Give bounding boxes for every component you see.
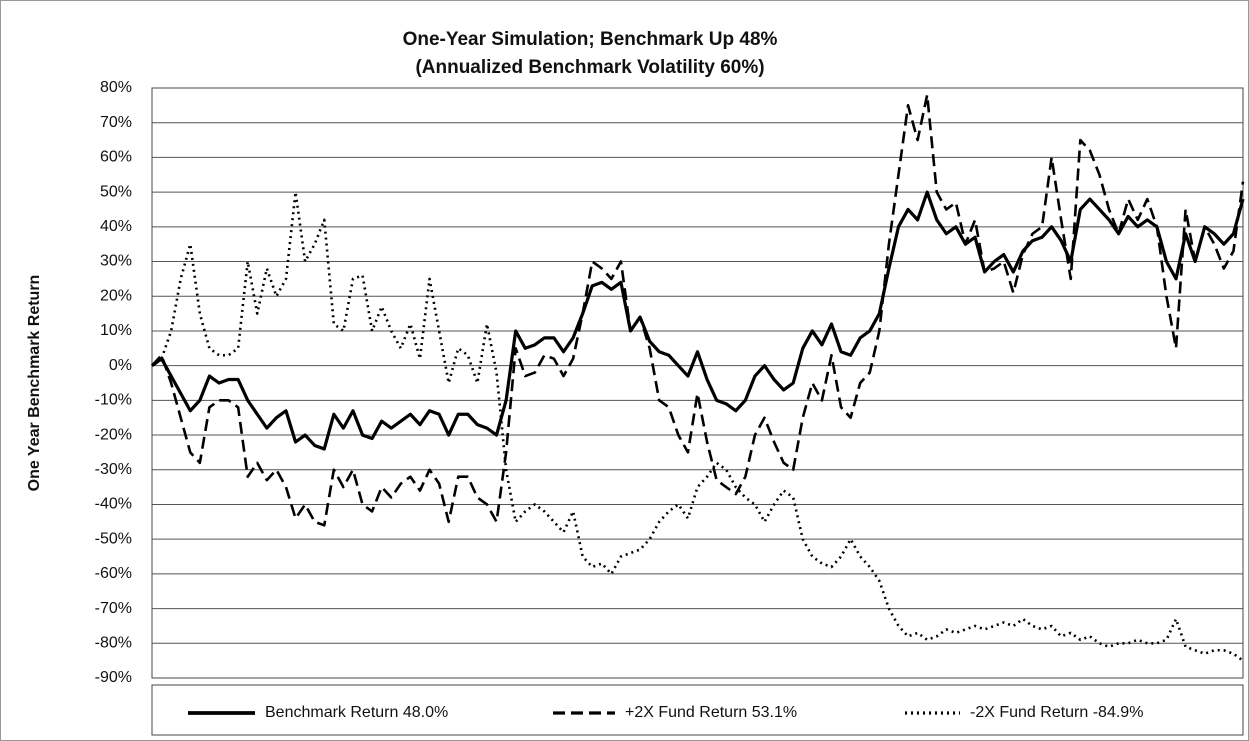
data-line [151, 93, 1245, 527]
y-tick-label: 80% [100, 79, 132, 96]
y-tick-label: -30% [95, 461, 132, 478]
y-tick-label: 20% [100, 287, 132, 304]
y-tick-label: 40% [100, 218, 132, 235]
y-tick-label: -40% [95, 496, 132, 513]
y-tick-label: 30% [100, 253, 132, 270]
legend-box [151, 684, 1244, 736]
y-tick-label: -80% [95, 635, 132, 652]
y-axis-label: One Year Benchmark Return [26, 275, 43, 492]
legend-label: +2X Fund Return 53.1% [625, 704, 797, 721]
y-tick-label: 60% [100, 149, 132, 166]
legend-label: -2X Fund Return -84.9% [970, 704, 1143, 721]
y-tick-label: 0% [109, 357, 132, 374]
chart-title: One-Year Simulation; Benchmark Up 48% [403, 29, 778, 50]
y-tick-label: 50% [100, 183, 132, 200]
y-tick-label: -70% [95, 600, 132, 617]
y-tick-label: 10% [100, 322, 132, 339]
y-tick-label: 70% [100, 114, 132, 131]
y-tick-label: -90% [95, 669, 132, 686]
data-line [151, 190, 1245, 451]
plot-border [151, 87, 1244, 679]
y-tick-label: -20% [95, 426, 132, 443]
chart-subtitle: (Annualized Benchmark Volatility 60%) [415, 57, 764, 78]
y-tick-label: -60% [95, 565, 132, 582]
legend-label: Benchmark Return 48.0% [265, 704, 448, 721]
y-tick-label: -10% [95, 392, 132, 409]
y-tick-label: -50% [95, 530, 132, 547]
